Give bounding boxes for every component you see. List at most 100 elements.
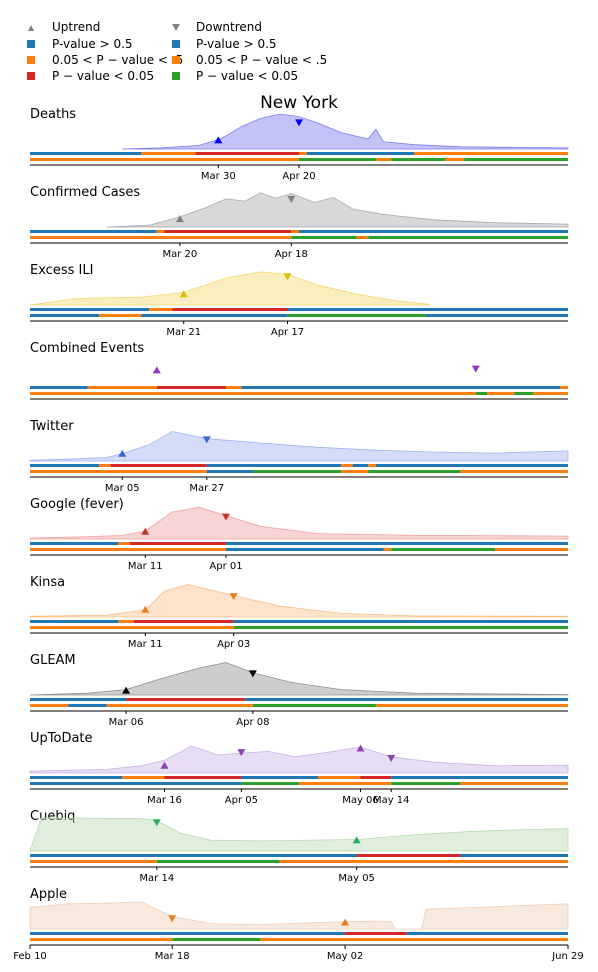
downtrend-marker xyxy=(229,593,238,601)
uptrend-band-segment xyxy=(122,776,165,779)
uptrend-band-segment xyxy=(406,932,568,935)
uptrend-band-segment xyxy=(226,386,242,389)
uptrend-band-segment xyxy=(30,308,150,311)
uptrend-marker xyxy=(179,290,188,298)
downtrend-item-2: P − value < 0.05 xyxy=(196,69,298,83)
downtrend-band-segment xyxy=(383,548,392,551)
legend-sig-up-swatch xyxy=(27,72,35,80)
date-tick-label: May 05 xyxy=(338,873,375,884)
legend-mid-swatch xyxy=(27,56,35,64)
downtrend-band-segment xyxy=(391,782,461,785)
uptrend-band-segment xyxy=(287,308,568,311)
x-tick-label: Feb 10 xyxy=(13,951,47,962)
area-series xyxy=(29,662,569,696)
panel-title: Twitter xyxy=(29,419,74,434)
date-tick-label: Apr 05 xyxy=(225,795,258,806)
uptrend-band-segment xyxy=(141,152,196,155)
downtrend-band-segment xyxy=(464,158,568,161)
date-tick-label: May 14 xyxy=(373,795,410,806)
downtrend-band-segment xyxy=(368,236,568,239)
uptrend-marker xyxy=(341,918,350,926)
downtrend-band-segment xyxy=(368,470,461,473)
date-tick-label: Mar 27 xyxy=(189,483,224,494)
uptrend-band-segment xyxy=(341,464,353,467)
panel-title: Google (fever) xyxy=(30,497,124,512)
uptrend-band-segment xyxy=(460,854,568,857)
uptrend-band-segment xyxy=(30,464,100,467)
panel-cuebiq: Cuebiq May 05 Mar 14 xyxy=(29,809,569,884)
downtrend-marker xyxy=(168,915,177,923)
date-tick-label: Apr 03 xyxy=(217,639,250,650)
downtrend-band-segment xyxy=(172,938,261,941)
panel-apple: Apple xyxy=(29,887,569,946)
uptrend-band-segment xyxy=(164,776,242,779)
downtrend-band-segment xyxy=(460,470,568,473)
downtrend-band-segment xyxy=(226,548,384,551)
downtrend-band-segment xyxy=(30,626,234,629)
date-tick-label: Apr 20 xyxy=(282,171,315,182)
downtrend-band-segment xyxy=(375,158,392,161)
uptrend-band-segment xyxy=(391,776,568,779)
downtrend-band-segment xyxy=(475,392,488,395)
panel-kinsa: Kinsa Mar 11 Apr 03 xyxy=(29,575,569,650)
downtrend-band-segment xyxy=(341,470,369,473)
uptrend-item-1: 0.05 < P − value < .5 xyxy=(52,53,183,67)
downtrend-band-segment xyxy=(425,314,568,317)
uptrend-marker xyxy=(118,449,127,457)
uptrend-band-segment xyxy=(129,542,226,545)
downtrend-marker xyxy=(387,754,396,762)
uptrend-band-segment xyxy=(241,776,319,779)
uptrend-band-segment xyxy=(30,932,346,935)
uptrend-band-segment xyxy=(560,386,568,389)
uptrend-band-segment xyxy=(30,542,119,545)
legend-low-swatch xyxy=(27,40,35,48)
legend-down-mid-swatch xyxy=(172,56,180,64)
date-tick-label: Mar 11 xyxy=(128,639,163,650)
downtrend-band-segment xyxy=(299,158,376,161)
panel-title: Confirmed Cases xyxy=(30,185,140,200)
area-series xyxy=(29,901,569,930)
downtrend-band-segment xyxy=(30,314,100,317)
uptrend-band-segment xyxy=(118,542,130,545)
uptrend-band-segment xyxy=(375,464,568,467)
downtrend-band-segment xyxy=(252,470,342,473)
date-tick-label: Mar 06 xyxy=(109,717,144,728)
legend-down-low-swatch xyxy=(172,40,180,48)
downtrend-band-segment xyxy=(445,158,465,161)
downtrend-band-segment xyxy=(233,626,568,629)
downtrend-band-segment xyxy=(30,392,476,395)
downtrend-item-0: P-value > 0.5 xyxy=(196,37,277,51)
panel-title: Kinsa xyxy=(30,575,65,590)
uptrend-band-segment xyxy=(30,620,119,623)
panel-uptodate: UpToDate Mar 16 May 06 Apr 05 May 14 xyxy=(29,731,569,806)
panel-title: GLEAM xyxy=(30,653,76,668)
uptrend-item-0: P-value > 0.5 xyxy=(52,37,133,51)
date-tick-label: Apr 18 xyxy=(275,249,308,260)
panel-title: Deaths xyxy=(30,107,76,122)
uptrend-band-segment xyxy=(99,464,111,467)
downtrend-band-segment xyxy=(514,392,534,395)
uptrend-band-segment xyxy=(226,542,568,545)
legend: Uptrend P-value > 0.5 0.05 < P − value <… xyxy=(27,20,327,83)
date-tick-label: Mar 16 xyxy=(147,795,182,806)
uptrend-band-segment xyxy=(30,698,127,701)
uptrend-band-segment xyxy=(360,776,392,779)
downtrend-band-segment xyxy=(533,392,568,395)
uptrend-band-segment xyxy=(30,230,157,233)
uptrend-band-segment xyxy=(206,464,342,467)
downtrend-band-segment xyxy=(299,782,392,785)
uptrend-band-segment xyxy=(126,698,246,701)
uptrend-band-segment xyxy=(233,620,568,623)
date-tick-label: Mar 30 xyxy=(201,171,236,182)
area-series xyxy=(29,584,569,618)
uptrend-band-segment xyxy=(245,698,568,701)
x-tick-label: Mar 18 xyxy=(155,951,190,962)
panel-google-fever: Google (fever) Mar 11 Apr 01 xyxy=(29,497,569,572)
date-tick-label: Apr 17 xyxy=(271,327,304,338)
panel-excess-ili: Excess ILI Mar 21 Apr 17 xyxy=(29,263,568,338)
downtrend-band-segment xyxy=(291,236,357,239)
area-series xyxy=(29,745,569,774)
downtrend-band-segment xyxy=(106,704,253,707)
panel-title: Cuebiq xyxy=(30,809,75,824)
